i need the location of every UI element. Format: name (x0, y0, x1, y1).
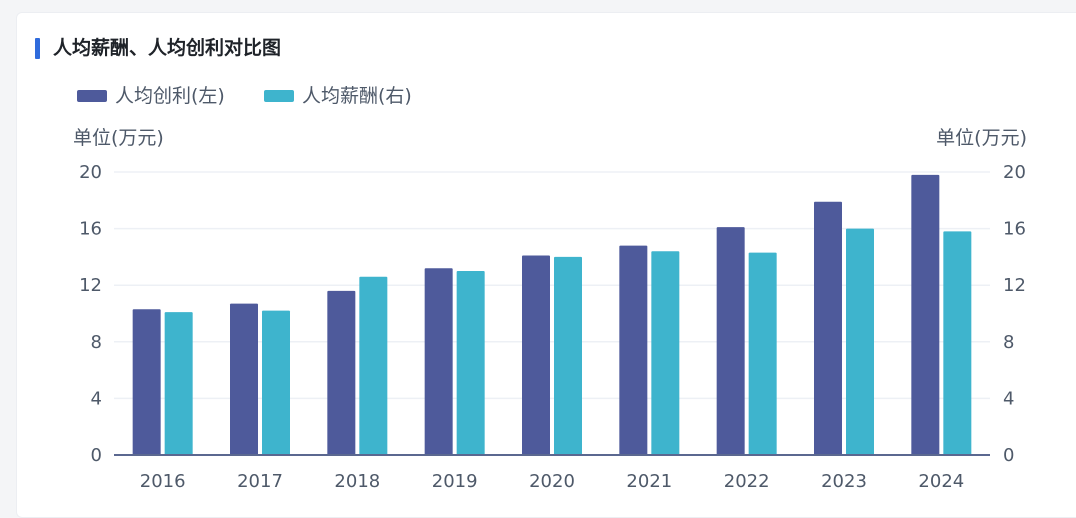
legend-label-salary: 人均薪酬(右) (302, 85, 412, 107)
x-tick-label: 2018 (334, 471, 380, 492)
bar-salary (262, 310, 290, 455)
bar-salary (359, 276, 388, 455)
bar-profit (132, 309, 161, 455)
chart-title: 人均薪酬、人均创利对比图 (53, 37, 282, 59)
y-tick-left: 12 (79, 275, 102, 296)
x-tick-label: 2024 (918, 471, 964, 492)
x-tick-label: 2021 (626, 471, 672, 492)
x-tick-label: 2019 (432, 471, 478, 492)
y-tick-right: 4 (1003, 388, 1014, 409)
x-tick-label: 2022 (724, 471, 770, 492)
y-tick-right: 0 (1003, 445, 1014, 466)
x-tick-label: 2016 (140, 471, 186, 492)
y-tick-left: 0 (91, 445, 102, 466)
chart-card: 人均薪酬、人均创利对比图 人均创利(左) 人均薪酬(右) 单位(万元) 单位(万… (16, 12, 1076, 518)
y-tick-right: 12 (1003, 275, 1026, 296)
bar-salary (456, 271, 485, 455)
y-tick-left: 20 (79, 162, 102, 183)
bar-salary (748, 252, 777, 455)
y-tick-right: 20 (1003, 162, 1026, 183)
y-tick-right: 8 (1003, 332, 1014, 353)
bar-profit (327, 290, 356, 455)
bar-profit (814, 201, 842, 455)
x-tick-label: 2023 (821, 471, 867, 492)
bar-salary (943, 231, 972, 455)
bar-profit (424, 268, 453, 455)
bar-salary (554, 256, 582, 455)
x-tick-label: 2017 (237, 471, 283, 492)
y-tick-left: 16 (79, 219, 102, 240)
bar-profit (716, 227, 745, 455)
bar-salary (846, 228, 874, 455)
bar-salary (651, 251, 680, 455)
right-axis-unit: 单位(万元) (936, 127, 1027, 149)
y-tick-left: 8 (91, 332, 102, 353)
bar-salary (164, 312, 193, 455)
legend-label-profit: 人均创利(左) (115, 85, 225, 107)
bar-profit (911, 174, 940, 455)
left-axis-unit: 单位(万元) (73, 127, 164, 149)
y-tick-right: 16 (1003, 219, 1026, 240)
bar-profit (230, 303, 258, 455)
x-tick-label: 2020 (529, 471, 575, 492)
bar-profit (619, 245, 648, 455)
bar-profit (522, 255, 550, 455)
legend-swatch-profit (77, 90, 107, 102)
title-accent-bar (35, 38, 40, 59)
y-tick-left: 4 (91, 388, 102, 409)
legend-swatch-salary (264, 90, 294, 102)
